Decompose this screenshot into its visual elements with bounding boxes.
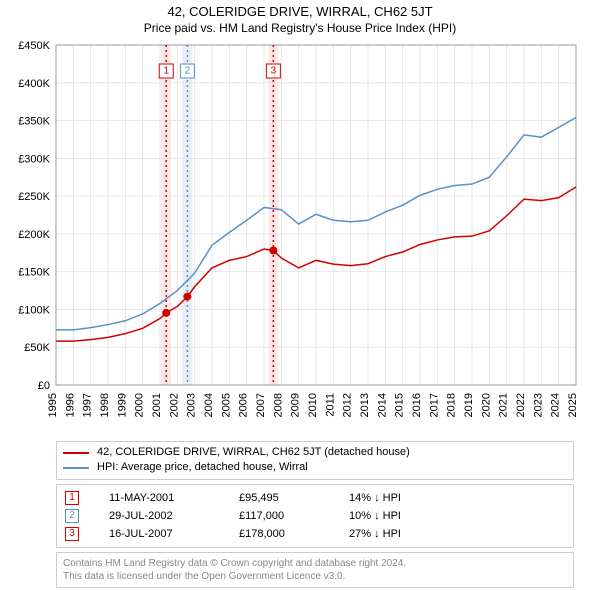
x-tick-label: 2007	[255, 393, 267, 417]
marker-number-2: 2	[185, 66, 191, 77]
y-tick-label: £400K	[18, 78, 50, 90]
event-date: 29-JUL-2002	[109, 510, 239, 522]
legend-row: HPI: Average price, detached house, Wirr…	[63, 460, 567, 475]
event-diff: 14% ↓ HPI	[349, 492, 565, 504]
event-price: £178,000	[239, 528, 349, 540]
x-tick-label: 2011	[324, 393, 336, 417]
marker-dot-2	[183, 293, 191, 301]
x-tick-label: 2021	[498, 393, 510, 417]
x-tick-label: 2006	[238, 393, 250, 417]
x-tick-label: 2001	[151, 393, 163, 417]
y-tick-label: £100K	[18, 304, 50, 316]
y-tick-label: £0	[38, 380, 50, 392]
chart-container: £0 £50K £100K £150K £200K £250K £300K £350K £400…	[0, 37, 600, 437]
event-row: 3 16-JUL-2007£178,00027% ↓ HPI	[65, 527, 565, 541]
x-tick-label: 1995	[47, 393, 59, 417]
x-tick-label: 2002	[168, 393, 180, 417]
legend-swatch	[63, 467, 89, 469]
event-number: 2	[65, 509, 79, 523]
x-tick-label: 2022	[515, 393, 527, 417]
x-tick-label: 1998	[99, 393, 111, 417]
y-tick-label: £300K	[18, 153, 50, 165]
y-tick-label: £200K	[18, 229, 50, 241]
title-sub: Price paid vs. HM Land Registry's House …	[0, 21, 600, 35]
y-tick-label: £350K	[18, 116, 50, 128]
legend-row: 42, COLERIDGE DRIVE, WIRRAL, CH62 5JT (d…	[63, 445, 567, 460]
chart-titles: 42, COLERIDGE DRIVE, WIRRAL, CH62 5JT Pr…	[0, 0, 600, 37]
marker-dot-1	[162, 309, 170, 317]
x-tick-label: 2024	[550, 393, 562, 417]
event-price: £117,000	[239, 510, 349, 522]
marker-dot-3	[269, 247, 277, 255]
event-price: £95,495	[239, 492, 349, 504]
y-tick-label: £450K	[18, 40, 50, 52]
attribution: Contains HM Land Registry data © Crown c…	[56, 552, 574, 588]
x-tick-label: 2023	[532, 393, 544, 417]
x-tick-label: 2017	[428, 393, 440, 417]
legend-swatch	[63, 452, 89, 454]
event-date: 16-JUL-2007	[109, 528, 239, 540]
event-number: 1	[65, 491, 79, 505]
x-tick-label: 1997	[82, 393, 94, 417]
x-tick-label: 2000	[134, 393, 146, 417]
events-table: 1 11-MAY-2001£95,49514% ↓ HPI 2 29-JUL-2002…	[56, 484, 574, 548]
attribution-line-2: This data is licensed under the Open Gov…	[63, 570, 567, 583]
x-tick-label: 1996	[64, 393, 76, 417]
event-diff: 27% ↓ HPI	[349, 528, 565, 540]
x-tick-label: 2012	[342, 393, 354, 417]
x-tick-label: 2016	[411, 393, 423, 417]
event-date: 11-MAY-2001	[109, 492, 239, 504]
marker-number-1: 1	[163, 66, 169, 77]
price-chart: £0 £50K £100K £150K £200K £250K £300K £350K £400…	[0, 37, 600, 437]
x-tick-label: 2014	[376, 393, 388, 417]
x-tick-label: 2005	[220, 393, 232, 417]
title-main: 42, COLERIDGE DRIVE, WIRRAL, CH62 5JT	[0, 4, 600, 19]
x-tick-label: 2004	[203, 393, 215, 417]
y-tick-label: £50K	[24, 342, 50, 354]
event-row: 1 11-MAY-2001£95,49514% ↓ HPI	[65, 491, 565, 505]
x-tick-label: 2020	[480, 393, 492, 417]
legend-label: HPI: Average price, detached house, Wirr…	[97, 460, 308, 475]
attribution-line-1: Contains HM Land Registry data © Crown c…	[63, 557, 567, 570]
x-tick-label: 2019	[463, 393, 475, 417]
event-row: 2 29-JUL-2002£117,00010% ↓ HPI	[65, 509, 565, 523]
x-tick-label: 2003	[186, 393, 198, 417]
y-tick-label: £250K	[18, 191, 50, 203]
legend-label: 42, COLERIDGE DRIVE, WIRRAL, CH62 5JT (d…	[97, 445, 410, 460]
event-number: 3	[65, 527, 79, 541]
x-tick-label: 2009	[290, 393, 302, 417]
x-tick-label: 2013	[359, 393, 371, 417]
x-tick-label: 2015	[394, 393, 406, 417]
event-diff: 10% ↓ HPI	[349, 510, 565, 522]
marker-number-3: 3	[271, 66, 277, 77]
x-tick-label: 2018	[446, 393, 458, 417]
x-tick-label: 2025	[567, 393, 579, 417]
x-tick-label: 2010	[307, 393, 319, 417]
x-tick-label: 2008	[272, 393, 284, 417]
x-tick-label: 1999	[116, 393, 128, 417]
legend: 42, COLERIDGE DRIVE, WIRRAL, CH62 5JT (d…	[56, 441, 574, 480]
y-tick-label: £150K	[18, 267, 50, 279]
